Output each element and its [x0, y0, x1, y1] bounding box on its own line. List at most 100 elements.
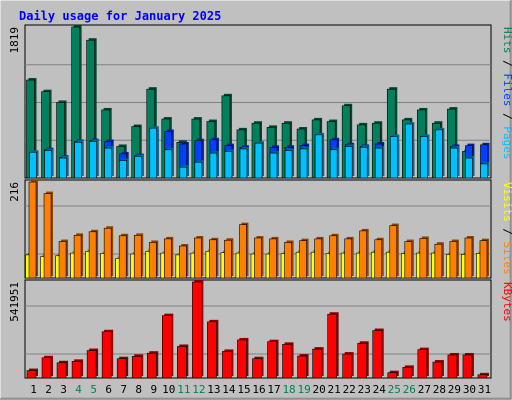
bar-pages	[239, 146, 249, 179]
bar-face	[71, 361, 82, 379]
x-tick-label: 23	[358, 383, 371, 396]
x-tick-label: 31	[478, 383, 491, 396]
bar-face	[88, 231, 97, 279]
bar-sites	[374, 237, 384, 279]
x-tick-label: 27	[418, 383, 431, 396]
bar-face	[252, 358, 262, 379]
bar-face	[44, 150, 52, 179]
bar-face	[284, 150, 293, 179]
bar-face	[86, 350, 97, 379]
bar-sites	[163, 236, 174, 279]
bar-pages	[29, 150, 39, 179]
bar-face	[29, 151, 37, 179]
bar-face	[284, 242, 292, 279]
legend: Hits / Files / Pages	[501, 27, 512, 160]
x-tick-label: 7	[120, 383, 127, 396]
bar-kbytes	[41, 355, 54, 379]
bar-pages	[164, 147, 174, 179]
bar-sites	[284, 240, 294, 279]
legend: Visits / Sites	[501, 182, 512, 275]
bar-pages	[224, 149, 234, 179]
bar-face	[419, 238, 428, 279]
chart-panels: 1819 Hits / Files / Pages 216 Visits / Site…	[8, 24, 512, 379]
bar-face	[462, 354, 473, 379]
x-tick-label: 5	[90, 383, 97, 396]
bar-face	[359, 146, 368, 179]
bar-face	[314, 238, 322, 279]
bar-pages	[284, 148, 295, 179]
bar-face	[449, 241, 458, 279]
bar-face	[239, 224, 247, 279]
x-tick-labels: 1 2 3 4 5 6 7 8 9 10 11 12 13 14 15 16 17 18 19 20 21 22 23 24 2…	[30, 383, 491, 396]
bar-pages	[179, 165, 189, 179]
bar-pages	[389, 134, 400, 179]
x-tick-label: 4	[75, 383, 82, 396]
x-tick-label: 3	[60, 383, 67, 396]
legend-entry-sites: Sites	[501, 242, 512, 275]
bar-pages	[149, 126, 159, 179]
bar-face	[329, 235, 337, 279]
bar-face	[389, 136, 398, 179]
bar-face	[342, 353, 352, 379]
bar-face	[104, 147, 112, 179]
bar-sites	[479, 238, 489, 279]
bar-sites	[209, 237, 219, 279]
bar-face	[161, 315, 172, 379]
bar-face	[26, 370, 37, 379]
bar-sites	[224, 238, 234, 279]
bar-kbytes	[131, 354, 144, 379]
x-tick-label: 17	[267, 383, 280, 396]
bar-sites	[43, 191, 54, 279]
bar-face	[450, 147, 458, 179]
bar-face	[269, 238, 277, 279]
bar-sites	[194, 236, 204, 279]
bar-sites	[73, 233, 84, 279]
bar-face	[269, 152, 278, 179]
bar-sites	[434, 242, 444, 279]
chart-title: Daily usage for January 2025	[19, 9, 221, 23]
bar-face	[299, 148, 308, 179]
bar-face	[148, 242, 157, 279]
bar-face	[224, 239, 232, 279]
legend-separator: /	[501, 107, 512, 127]
bar-pages	[44, 148, 54, 179]
bar-pages	[480, 161, 490, 179]
bar-face	[434, 243, 443, 279]
legend-separator: /	[501, 54, 512, 74]
bar-face	[374, 147, 383, 179]
bar-face	[209, 239, 217, 279]
bar-pages	[74, 140, 84, 179]
bar-face	[116, 358, 127, 379]
bar-sites	[344, 236, 354, 279]
bar-kbytes	[282, 342, 294, 379]
bar-face	[101, 331, 112, 379]
bar-face	[89, 141, 97, 179]
bar-face	[389, 225, 398, 279]
bar-face	[267, 341, 277, 379]
bar-kbytes	[207, 319, 219, 379]
x-tick-label: 12	[192, 383, 205, 396]
bar-sites	[329, 233, 339, 279]
bar-face	[405, 123, 413, 179]
bar-face	[194, 161, 203, 179]
bar-face	[224, 151, 233, 179]
bar-sites	[464, 236, 474, 279]
bar-face	[312, 348, 322, 379]
bar-sites	[133, 233, 144, 279]
bar-face	[329, 149, 338, 179]
bar-pages	[89, 139, 99, 179]
bar-face	[43, 193, 52, 279]
bar-kbytes	[462, 352, 474, 379]
bar-face	[74, 142, 82, 179]
x-tick-label: 11	[177, 383, 190, 396]
bar-pages	[269, 151, 280, 179]
bar-face	[372, 330, 383, 379]
panel-middle: 216 Visits / Sites	[8, 179, 512, 279]
bar-pages	[465, 156, 475, 179]
bar-pages	[405, 122, 415, 179]
bar-pages	[450, 146, 460, 179]
bar-face	[282, 344, 292, 379]
bar-kbytes	[402, 365, 414, 379]
bar-face	[207, 321, 217, 379]
bar-sites	[389, 223, 399, 279]
